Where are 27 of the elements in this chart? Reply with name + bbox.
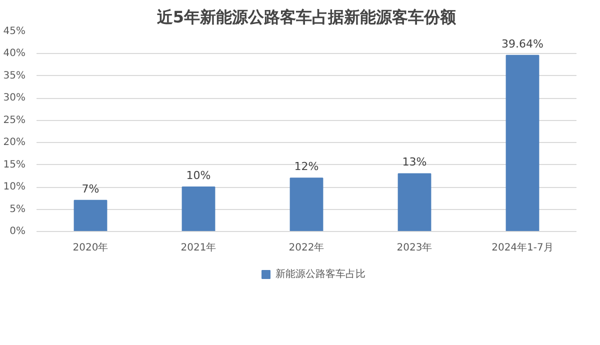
data-label: 12% [294,160,319,174]
data-label: 10% [186,169,211,182]
data-label: 7% [82,182,100,196]
y-tick-label: 5% [10,204,26,215]
y-tick-label: 10% [3,182,26,193]
bar [398,173,432,232]
x-tick-label: 2020年 [72,242,108,254]
y-tick-label: 25% [3,114,26,126]
bar [506,54,540,232]
y-tick-label: 40% [3,48,26,60]
bar [74,200,108,232]
data-label: 39.64% [502,37,544,50]
y-tick-label: 30% [3,92,26,104]
y-tick-label: 45% [3,26,26,37]
y-tick-label: 0% [10,226,26,237]
bar [290,178,324,232]
chart-title: 近5年新能源公路客车占据新能源客车份额 [156,8,458,26]
x-tick-label: 2023年 [396,242,432,254]
x-tick-label: 2021年 [180,242,216,254]
y-tick-label: 35% [3,70,26,82]
y-tick-label: 15% [3,159,26,170]
legend-label: 新能源公路客车占比 [276,268,366,281]
x-tick-label: 2024年1-7月 [492,242,554,254]
y-tick-label: 20% [3,137,26,148]
data-label: 13% [402,156,427,169]
x-tick-label: 2022年 [288,242,324,254]
bar [182,186,216,232]
